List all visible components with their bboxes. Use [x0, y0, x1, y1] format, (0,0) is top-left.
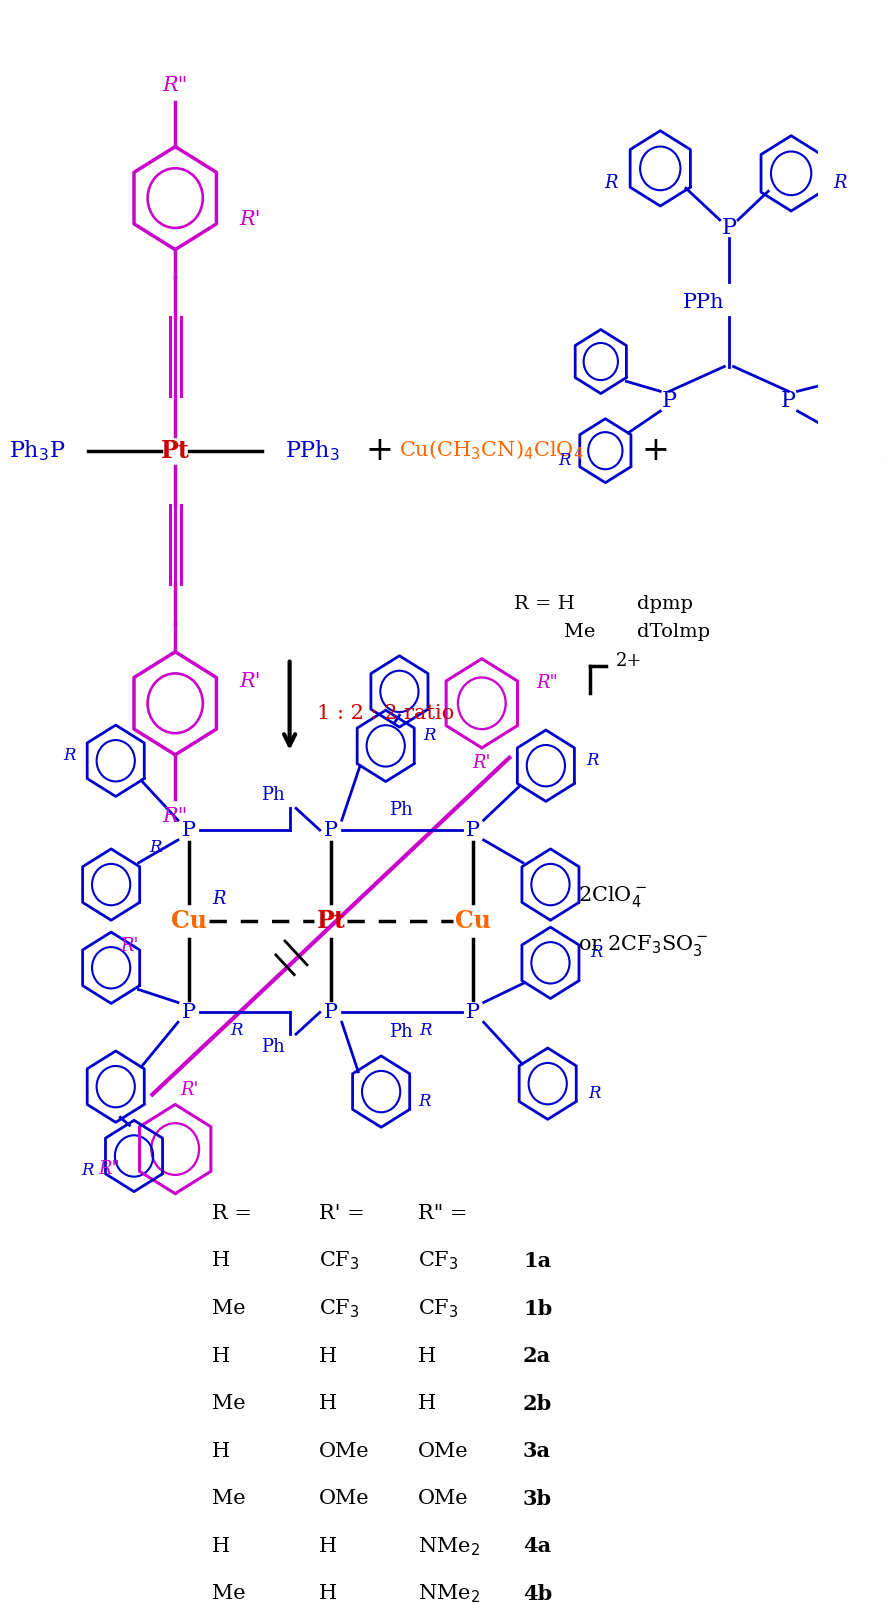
- Text: Cu(CH$_3$CN)$_4$ClO$_4$: Cu(CH$_3$CN)$_4$ClO$_4$: [399, 439, 584, 462]
- Text: R = H: R = H: [513, 595, 574, 613]
- Text: PPh$_3$: PPh$_3$: [284, 438, 339, 464]
- Text: H: H: [212, 1251, 229, 1270]
- Text: P: P: [465, 1002, 479, 1022]
- Text: +: +: [641, 435, 669, 467]
- Text: R: R: [558, 452, 571, 468]
- Text: R: R: [423, 728, 435, 744]
- Text: 2a: 2a: [523, 1346, 550, 1367]
- Text: dTolmp: dTolmp: [637, 622, 710, 642]
- Text: H: H: [212, 1347, 229, 1365]
- Text: R': R': [239, 210, 260, 229]
- Text: PPh: PPh: [682, 292, 724, 311]
- Text: 1a: 1a: [523, 1251, 550, 1270]
- Text: 1 : 2 : 2 ratio: 1 : 2 : 2 ratio: [316, 704, 454, 723]
- Text: H: H: [212, 1537, 229, 1556]
- Text: Cu: Cu: [171, 909, 206, 934]
- Text: P: P: [323, 821, 338, 839]
- Text: NMe$_2$: NMe$_2$: [417, 1583, 479, 1604]
- Text: OMe: OMe: [319, 1489, 369, 1508]
- Text: P: P: [182, 821, 196, 839]
- Text: R: R: [212, 890, 225, 908]
- Text: +: +: [365, 435, 392, 467]
- Text: 1b: 1b: [523, 1299, 552, 1318]
- Text: P: P: [182, 1002, 196, 1022]
- Text: R: R: [82, 1163, 94, 1179]
- Text: R: R: [590, 945, 602, 961]
- Text: OMe: OMe: [417, 1489, 468, 1508]
- Text: R': R': [472, 754, 491, 772]
- Text: Me: Me: [212, 1299, 245, 1318]
- Text: CF$_3$: CF$_3$: [319, 1250, 359, 1272]
- Text: Ph: Ph: [261, 786, 284, 805]
- Text: R =: R =: [212, 1205, 252, 1222]
- Text: H: H: [417, 1394, 435, 1413]
- Text: 4a: 4a: [523, 1537, 550, 1556]
- Text: R": R": [536, 675, 558, 693]
- Text: Me: Me: [212, 1489, 245, 1508]
- Text: 2+: 2+: [615, 651, 641, 670]
- Text: R": R": [162, 807, 188, 826]
- Text: P: P: [720, 217, 735, 239]
- Text: H: H: [417, 1347, 435, 1365]
- Text: Ph$_3$P: Ph$_3$P: [9, 438, 66, 464]
- Text: P: P: [323, 1002, 338, 1022]
- Text: CF$_3$: CF$_3$: [417, 1250, 458, 1272]
- Text: Pt: Pt: [316, 909, 345, 934]
- Text: R' =: R' =: [319, 1205, 364, 1222]
- Text: Cu: Cu: [455, 909, 490, 934]
- Text: R: R: [604, 175, 618, 192]
- Text: Me: Me: [212, 1394, 245, 1413]
- Text: H: H: [319, 1537, 337, 1556]
- Text: OMe: OMe: [319, 1442, 369, 1461]
- Text: 2ClO$_4^-$: 2ClO$_4^-$: [578, 884, 646, 909]
- Text: Me: Me: [513, 622, 595, 642]
- Text: NMe$_2$: NMe$_2$: [417, 1535, 479, 1557]
- Text: R": R": [98, 1160, 120, 1177]
- Text: P: P: [780, 390, 795, 412]
- Text: R: R: [229, 1022, 243, 1039]
- Text: R: R: [418, 1092, 431, 1110]
- Text: R': R': [239, 672, 260, 691]
- Text: R: R: [832, 175, 846, 192]
- Text: 3a: 3a: [523, 1440, 550, 1461]
- Text: R: R: [883, 448, 886, 464]
- Text: R" =: R" =: [417, 1205, 467, 1222]
- Text: R: R: [586, 752, 598, 770]
- Text: R: R: [418, 1022, 431, 1039]
- Text: 3b: 3b: [523, 1489, 551, 1509]
- Text: Ph: Ph: [389, 802, 413, 820]
- Text: H: H: [319, 1394, 337, 1413]
- Text: Ph: Ph: [261, 1038, 284, 1055]
- Text: Ph: Ph: [389, 1023, 413, 1041]
- Text: H: H: [319, 1585, 337, 1604]
- Text: R: R: [587, 1084, 600, 1102]
- Text: P: P: [661, 390, 676, 412]
- Text: Me: Me: [212, 1585, 245, 1604]
- Text: R: R: [149, 839, 161, 857]
- Text: R': R': [180, 1081, 198, 1099]
- Text: Pt: Pt: [160, 439, 190, 462]
- Text: or 2CF$_3$SO$_3^-$: or 2CF$_3$SO$_3^-$: [578, 934, 707, 959]
- Text: R": R": [162, 75, 188, 95]
- Text: 2b: 2b: [523, 1394, 552, 1413]
- Text: dpmp: dpmp: [637, 595, 693, 613]
- Text: H: H: [212, 1442, 229, 1461]
- Text: R': R': [120, 937, 138, 954]
- Text: CF$_3$: CF$_3$: [319, 1298, 359, 1320]
- Text: OMe: OMe: [417, 1442, 468, 1461]
- Text: P: P: [465, 821, 479, 839]
- Text: CF$_3$: CF$_3$: [417, 1298, 458, 1320]
- Text: R: R: [63, 747, 75, 764]
- Text: 4b: 4b: [523, 1583, 552, 1604]
- Text: H: H: [319, 1347, 337, 1365]
